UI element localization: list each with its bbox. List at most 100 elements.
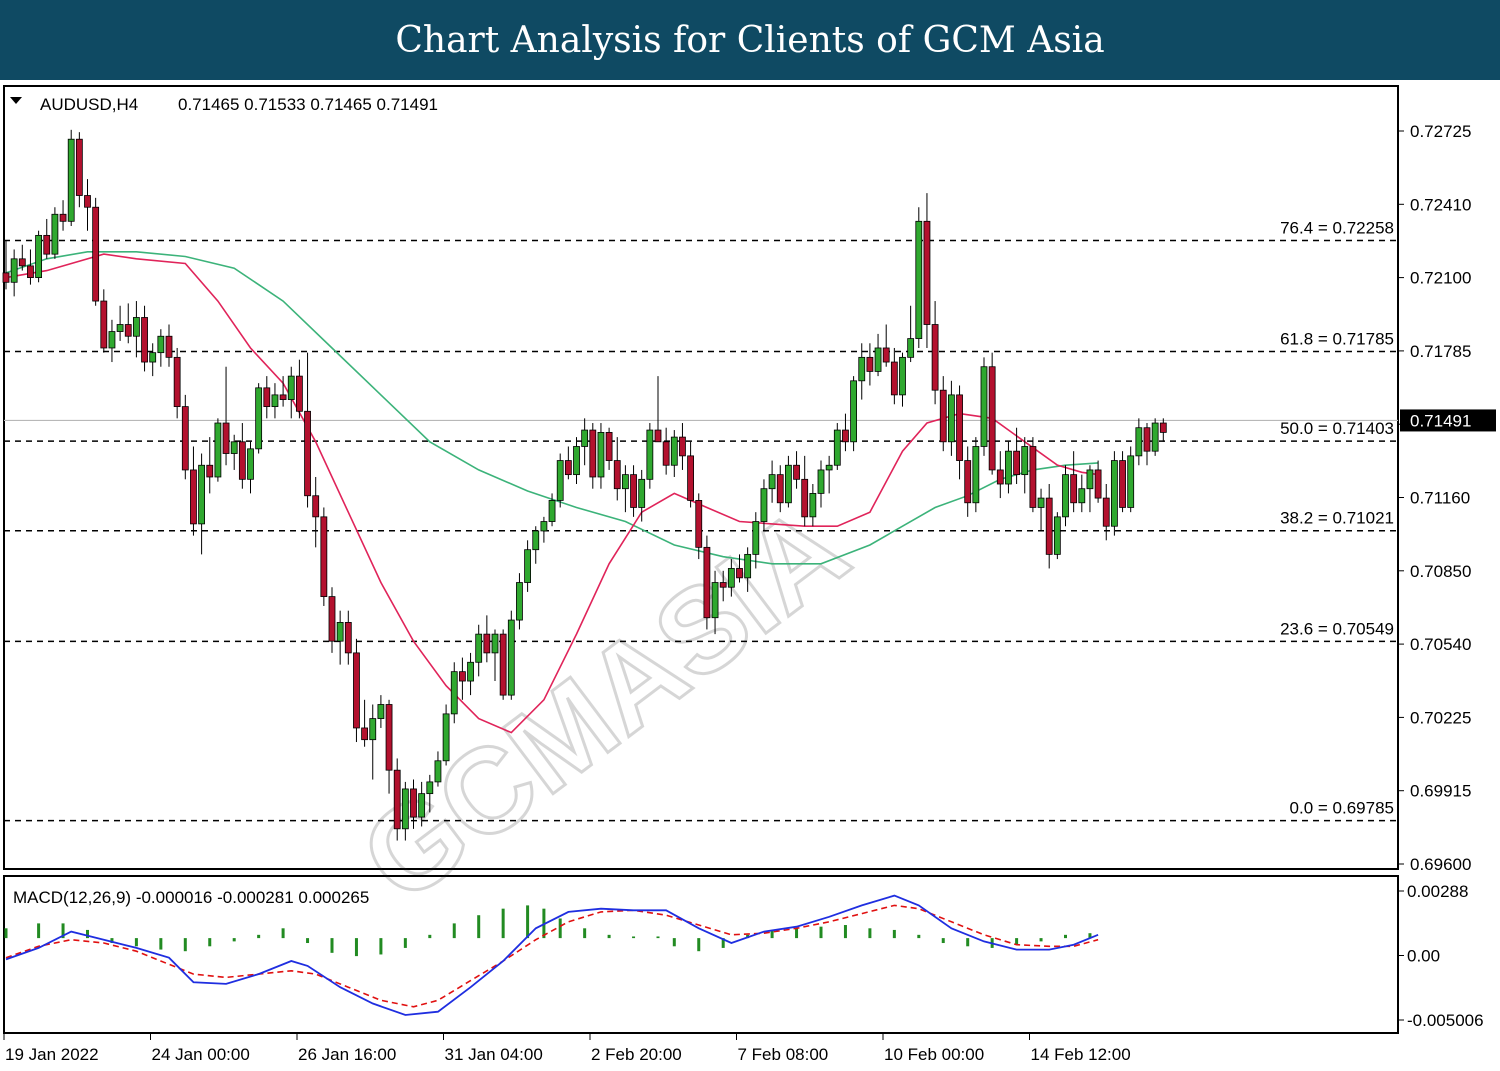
macd-histogram-bar (330, 938, 334, 953)
candle-down (295, 375, 303, 412)
candle-up (833, 429, 841, 466)
candle-down (320, 516, 328, 598)
candle-up (491, 633, 499, 654)
time-axis: 19 Jan 2022 24 Jan 00:00 26 Jan 16:00 31 Ja… (3, 1033, 1131, 1064)
candle-up (507, 619, 515, 696)
candle-down (1094, 469, 1102, 499)
candle-down (312, 495, 320, 518)
candle-up (450, 671, 458, 715)
candle-up (516, 582, 523, 621)
candle-down (1013, 450, 1020, 476)
fib-level-label: 76.4 = 0.72258 (1280, 219, 1394, 238)
candle-down (1070, 474, 1078, 504)
candle-up (255, 387, 263, 450)
candle-down (662, 441, 670, 466)
macd-histogram-bar (110, 938, 114, 944)
price-tick-label: 0.71160 (1410, 489, 1470, 508)
macd-histogram-bar (795, 928, 799, 939)
price-tick-label: 0.70850 (1410, 562, 1471, 581)
candle-up (467, 661, 474, 682)
macd-main-line (5, 894, 1099, 1016)
candle-down (956, 394, 963, 461)
macd-histogram-bar (37, 923, 41, 939)
candle-up (475, 633, 483, 663)
macd-histogram-bar (526, 905, 530, 939)
candle-up (108, 331, 116, 349)
macd-label: MACD(12,26,9) -0.000016 -0.000281 0.0002… (13, 888, 369, 907)
candle-up (760, 488, 768, 522)
candle-up (1135, 427, 1143, 457)
candle-up (271, 394, 279, 408)
candle-down (141, 317, 148, 363)
candle-up (556, 460, 564, 501)
candlesticks (2, 129, 1167, 841)
candle-up (1021, 446, 1029, 476)
time-tick-label: 14 Feb 12:00 (1031, 1045, 1131, 1064)
candle-up (825, 464, 833, 471)
macd-histogram-bar (868, 928, 872, 939)
candle-up (157, 335, 165, 354)
time-tick-label: 24 Jan 00:00 (152, 1045, 250, 1064)
price-tick-label: 0.71785 (1410, 342, 1471, 361)
candle-down (2, 272, 10, 283)
candle-down (695, 500, 703, 548)
candle-up (116, 324, 124, 332)
candle-up (915, 220, 923, 339)
candle-up (972, 446, 980, 504)
macd-histogram-bar (1088, 933, 1092, 939)
candle-up (581, 429, 589, 447)
candle-down (206, 464, 214, 478)
macd-histogram-bar (354, 938, 358, 957)
candle-down (939, 389, 947, 443)
candle-down (564, 460, 572, 476)
candle-up (442, 713, 450, 762)
candle-up (532, 530, 540, 551)
candle-up (35, 234, 42, 278)
candle-down (263, 387, 271, 408)
candle-down (776, 474, 784, 504)
candle-down (75, 138, 83, 196)
macd-indicator: 0.00288 0.00 -0.005006 (4, 882, 1484, 1030)
candle-down (654, 429, 662, 443)
macd-histogram-bar (4, 928, 8, 939)
candle-up (1053, 516, 1061, 555)
candle-up (711, 582, 719, 619)
candle-down (353, 652, 360, 729)
candle-down (181, 406, 189, 471)
candle-down (719, 582, 727, 588)
candle-up (401, 788, 409, 830)
price-tick-label: 0.69600 (1410, 855, 1471, 874)
candle-down (483, 633, 491, 654)
candle-down (27, 265, 34, 279)
macd-histogram-bar (721, 938, 725, 948)
macd-histogram-bar (257, 934, 261, 939)
candle-up (858, 356, 866, 382)
candle-up (369, 718, 377, 741)
candle-up (874, 347, 882, 372)
macd-histogram-bar (501, 908, 505, 939)
macd-tick-label: 0.00288 (1407, 882, 1468, 901)
candle-up (287, 375, 295, 400)
candle-down (92, 206, 100, 302)
candle-down (43, 234, 51, 255)
macd-histogram-bar (656, 936, 660, 939)
candle-down (165, 335, 173, 358)
candle-down (1029, 446, 1037, 508)
candle-down (890, 361, 898, 396)
candle-down (842, 429, 849, 443)
candle-down (687, 455, 694, 501)
candle-up (727, 568, 735, 588)
macd-histogram-bar (558, 918, 562, 939)
candle-down (1045, 497, 1053, 555)
candle-up (540, 521, 548, 532)
candle-up (149, 352, 157, 363)
candle-down (361, 727, 369, 741)
candle-up (548, 500, 556, 522)
symbol-dropdown-icon[interactable] (10, 97, 22, 104)
price-axis: 0.727250.724100.721000.717850.714600.711… (1398, 122, 1471, 874)
candle-up (426, 781, 434, 795)
candle-up (573, 446, 580, 476)
candle-down (385, 704, 393, 771)
candle-down (605, 432, 613, 461)
candle-up (752, 521, 760, 555)
